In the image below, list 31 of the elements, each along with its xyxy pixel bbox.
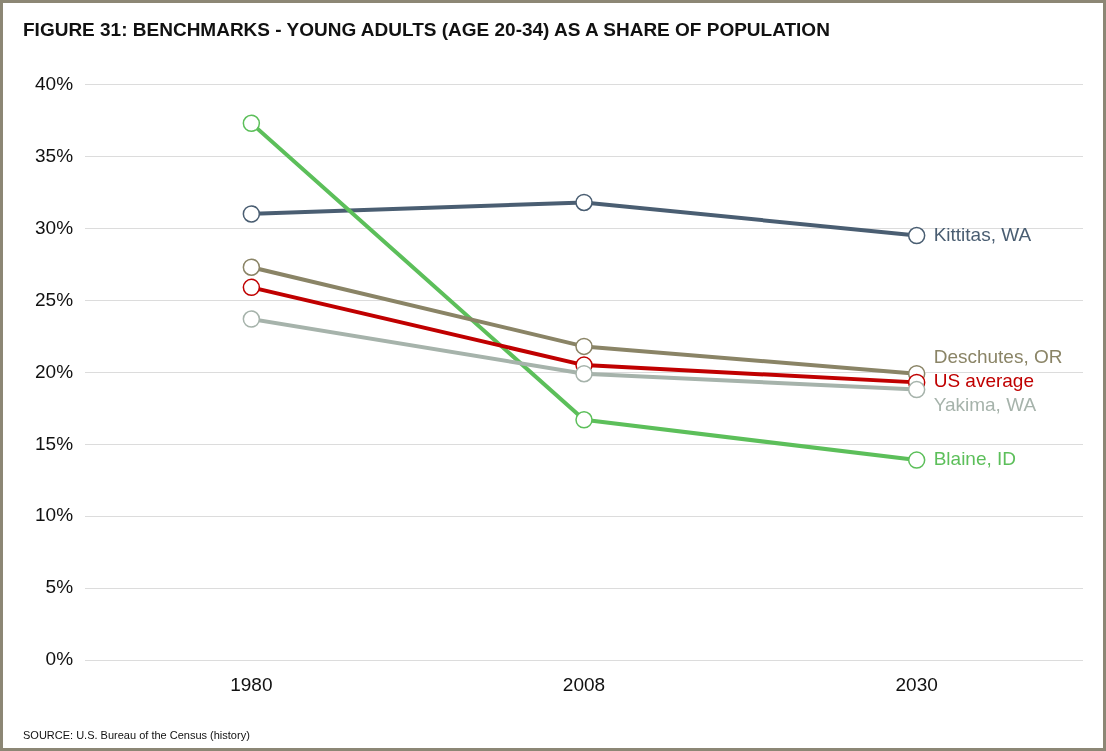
point xyxy=(907,380,926,399)
x-tick-label: 2030 xyxy=(895,673,938,695)
y-tick-label: 10% xyxy=(35,504,74,526)
x-tick-label: 2008 xyxy=(562,673,606,695)
series-label: Kittitas, WA xyxy=(933,223,1032,245)
point xyxy=(575,364,593,383)
y-tick-label: 35% xyxy=(35,144,74,166)
y-tick-label: 5% xyxy=(45,576,74,598)
y-tick-label: 40% xyxy=(35,72,74,94)
point xyxy=(575,337,593,356)
series-label: Blaine, ID xyxy=(933,448,1017,470)
point xyxy=(907,226,926,245)
y-tick-label: 15% xyxy=(35,432,74,454)
point xyxy=(575,193,593,212)
series-label: Deschutes, OR xyxy=(933,346,1063,368)
point xyxy=(242,205,261,223)
point xyxy=(575,411,593,429)
series-label: US average xyxy=(933,370,1035,392)
point xyxy=(242,258,261,276)
chart-title: FIGURE 31: BENCHMARKS - YOUNG ADULTS (AGE 20-34) AS A SHARE OF POPULATION xyxy=(23,19,830,41)
y-tick-label: 20% xyxy=(35,360,74,382)
y-tick-label: 0% xyxy=(45,648,74,670)
source-note: SOURCE: U.S. Bureau of the Census (history) xyxy=(23,729,250,741)
point xyxy=(242,114,261,133)
y-tick-label: 25% xyxy=(35,288,74,310)
y-tick-label: 30% xyxy=(35,216,74,238)
point xyxy=(242,278,261,297)
series-label: Yakima, WA xyxy=(933,394,1037,416)
x-tick-label: 1980 xyxy=(230,673,273,695)
point xyxy=(242,310,261,328)
point xyxy=(907,451,926,469)
